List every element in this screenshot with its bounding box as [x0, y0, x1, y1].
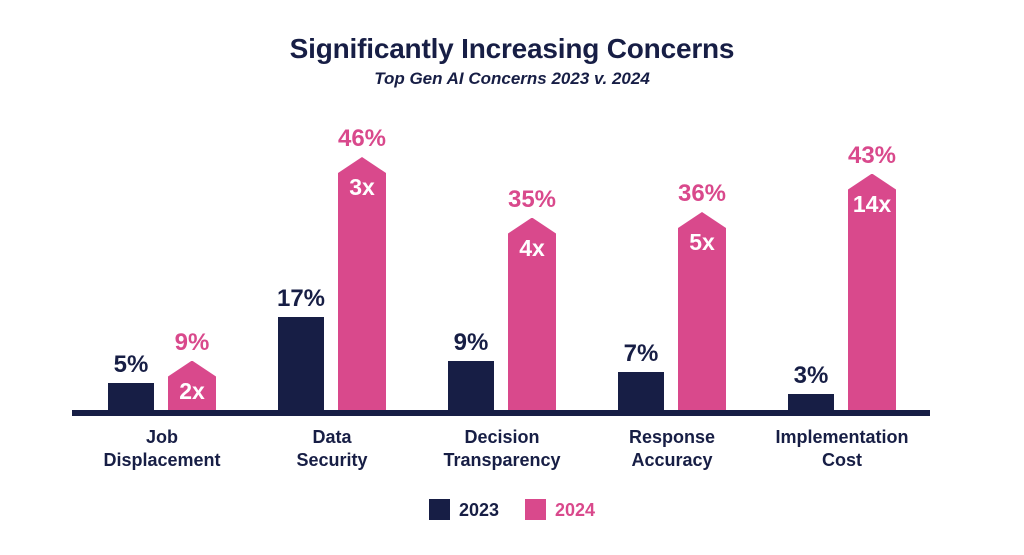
bar-2023 — [448, 360, 494, 410]
value-label-2023: 9% — [453, 328, 489, 356]
bar-column-2023: 9% — [448, 328, 494, 410]
bar-column-2023: 7% — [618, 339, 664, 410]
bar-column-2023: 5% — [108, 350, 154, 410]
bar-2023 — [788, 393, 834, 410]
bar-column-2024: 46% 3x — [338, 127, 386, 410]
chart-group-2: 17% 46% 3x — [276, 127, 386, 410]
value-label-2024: 9% — [174, 328, 210, 356]
chart-title: Significantly Increasing Concerns — [289, 33, 735, 64]
value-label-2024: 35% — [507, 185, 557, 213]
legend-item-2024: 2024 — [525, 499, 595, 520]
category-label: Job Displacement — [103, 427, 221, 470]
chart-group-5: 3% 43% 14x — [788, 141, 897, 410]
x-axis-line — [72, 410, 930, 416]
legend-label-2023: 2023 — [458, 499, 499, 520]
chart-group-3: 9% 35% 4x — [448, 185, 557, 410]
bar-2023 — [108, 382, 154, 410]
multiplier-label: 3x — [349, 174, 375, 200]
category-label: Response Accuracy — [628, 427, 716, 470]
value-label-2023: 7% — [623, 339, 659, 367]
value-label-2024: 43% — [847, 141, 897, 169]
multiplier-label: 14x — [852, 190, 892, 217]
value-label-2024: 36% — [677, 180, 727, 207]
value-label-2023: 5% — [113, 350, 149, 378]
category-label: Decision Transparency — [443, 427, 561, 470]
legend-label-2024: 2024 — [555, 499, 596, 520]
multiplier-label: 4x — [519, 234, 545, 261]
bar-column-2024: 36% 5x — [678, 182, 726, 410]
category-label: Implementation Cost — [775, 427, 909, 470]
bar-column-2024: 35% 4x — [507, 185, 557, 410]
bar-2024-arrow: 3x — [338, 157, 386, 410]
bar-2024-arrow: 14x — [848, 173, 896, 410]
value-label-2023: 3% — [793, 361, 829, 389]
category-label: Data Security — [296, 427, 368, 470]
chart-group-1: 5% 9% 2x — [108, 328, 216, 410]
bar-column-2024: 9% 2x — [168, 328, 216, 410]
chart-subtitle: Top Gen AI Concerns 2023 v. 2024 — [374, 69, 650, 88]
legend-swatch-2024 — [525, 499, 546, 520]
chart-group-4: 7% 36% 5x — [618, 182, 726, 410]
legend-swatch-2023 — [428, 499, 450, 520]
legend-item-2023: 2023 — [428, 499, 499, 520]
bar-2023 — [278, 316, 324, 410]
value-label-2024: 46% — [337, 125, 387, 152]
chart-legend: 2023 2024 — [0, 499, 1024, 520]
bar-2024-arrow: 4x — [508, 217, 556, 410]
bar-column-2023: 17% — [276, 284, 326, 410]
bar-2023 — [618, 371, 664, 410]
bar-column-2024: 43% 14x — [847, 141, 897, 410]
value-label-2023: 17% — [276, 284, 326, 312]
multiplier-label: 2x — [179, 377, 205, 404]
bar-2024-arrow: 5x — [678, 212, 726, 410]
bar-2024-arrow: 2x — [168, 360, 216, 410]
bar-column-2023: 3% — [788, 361, 834, 410]
multiplier-label: 5x — [689, 229, 715, 255]
